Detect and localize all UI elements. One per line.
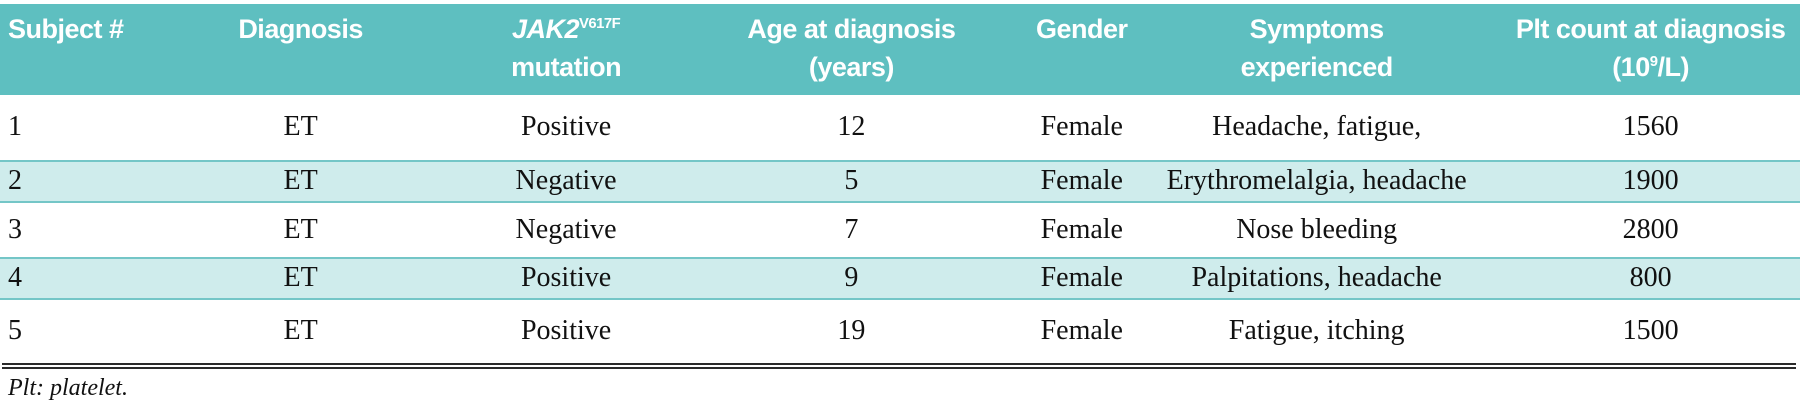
cell-plt: 1560 xyxy=(1622,111,1679,143)
cell-subject: 3 xyxy=(8,213,22,245)
plt-header-line2-post: /L) xyxy=(1657,52,1689,83)
gender-header-label: Gender xyxy=(1036,14,1128,44)
cell-diagnosis: ET xyxy=(140,159,461,203)
table-row: 3 ET Negative 7 Female Nose bleeding 280… xyxy=(0,201,1800,258)
age-header-line2: (years) xyxy=(808,52,895,83)
cell-age: 5 xyxy=(671,159,1032,203)
table-row: 5 ET Positive 19 Female Fatigue, itching… xyxy=(0,298,1800,363)
age-header-line1: Age at diagnosis xyxy=(747,14,956,44)
plt-header-line2-pre: (10 xyxy=(1612,52,1650,83)
column-header-diagnosis-label: Diagnosis xyxy=(238,14,363,44)
column-header-plt-count: Plt count at diagnosis (109/L) xyxy=(1501,4,1800,95)
cell-diagnosis: ET xyxy=(140,256,461,300)
cell-gender: Female xyxy=(1031,256,1133,300)
cell-symptoms: Erythromelalgia, headache xyxy=(1132,159,1502,203)
plt-exponent-superscript: 9 xyxy=(1649,54,1658,71)
cell-subject: 1 xyxy=(8,111,22,143)
jak2-mutation-label: mutation xyxy=(511,52,622,83)
cell-symptoms: Palpitations, headache xyxy=(1132,256,1502,300)
cell-diagnosis: ET xyxy=(283,213,318,245)
cell-jak2: Positive xyxy=(520,111,612,143)
cell-gender: Female xyxy=(1040,315,1123,347)
column-header-subject-label: Subject # xyxy=(8,14,124,44)
plt-header-line1: Plt count at diagnosis xyxy=(1515,14,1786,44)
column-header-gender: Gender xyxy=(1031,4,1133,95)
cell-age: 19 xyxy=(837,315,866,347)
cell-plt: 1900 xyxy=(1501,159,1800,203)
subjects-table: Subject # Diagnosis JAK2V617F mutation A… xyxy=(0,4,1800,363)
table-row: 4 ET Positive 9 Female Palpitations, hea… xyxy=(0,256,1800,300)
cell-jak2: Negative xyxy=(515,213,617,245)
cell-gender: Female xyxy=(1040,111,1123,143)
cell-symptoms: Fatigue, itching xyxy=(1228,315,1405,347)
cell-plt: 800 xyxy=(1501,256,1800,300)
column-header-diagnosis: Diagnosis xyxy=(140,4,461,95)
cell-symptoms: Nose bleeding xyxy=(1236,213,1398,245)
cell-age: 12 xyxy=(837,111,866,143)
column-header-age: Age at diagnosis (years) xyxy=(671,4,1032,95)
cell-age: 7 xyxy=(844,213,859,245)
cell-gender: Female xyxy=(1031,159,1133,203)
jak2-gene-label: JAK2 xyxy=(511,14,580,44)
cell-age: 9 xyxy=(671,256,1032,300)
column-header-symptoms: Symptoms experienced xyxy=(1132,4,1502,95)
cell-jak2: Positive xyxy=(460,256,672,300)
cell-symptoms: Headache, fatigue, xyxy=(1212,111,1422,143)
cell-diagnosis: ET xyxy=(283,315,318,347)
cell-subject: 5 xyxy=(8,315,22,347)
jak2-variant-superscript: V617F xyxy=(578,16,621,32)
table-row: 1 ET Positive 12 Female Headache, fatigu… xyxy=(0,94,1800,161)
cell-subject: 4 xyxy=(0,256,141,300)
cell-subject: 2 xyxy=(0,159,141,203)
cell-diagnosis: ET xyxy=(283,111,318,143)
symptoms-header-line1: Symptoms xyxy=(1249,14,1385,44)
header-row: Subject # Diagnosis JAK2V617F mutation A… xyxy=(0,4,1800,95)
cell-plt: 1500 xyxy=(1622,315,1679,347)
column-header-subject: Subject # xyxy=(0,4,141,95)
cell-jak2: Positive xyxy=(520,315,612,347)
cell-gender: Female xyxy=(1040,213,1123,245)
table-row: 2 ET Negative 5 Female Erythromelalgia, … xyxy=(0,159,1800,203)
cell-plt: 2800 xyxy=(1622,213,1679,245)
column-header-jak2-mutation: JAK2V617F mutation xyxy=(460,4,672,95)
table-bottom-rule xyxy=(2,362,1796,369)
cell-jak2: Negative xyxy=(460,159,672,203)
table-footnote: Plt: platelet. xyxy=(8,374,128,401)
symptoms-header-line2: experienced xyxy=(1240,52,1394,83)
